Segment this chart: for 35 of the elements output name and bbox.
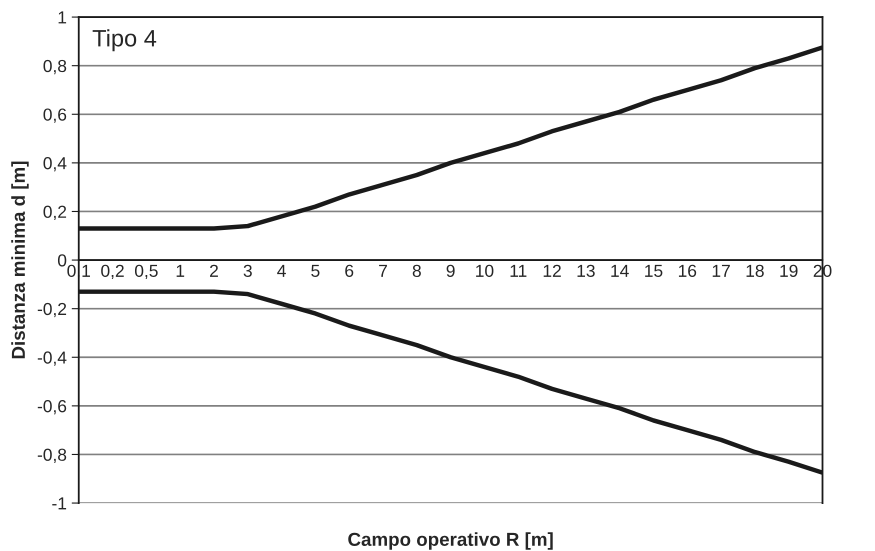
y-tick-label: -0,8 xyxy=(38,448,66,463)
x-tick-label: 14 xyxy=(611,264,629,277)
y-tick-label: -0,2 xyxy=(38,302,66,318)
y-axis-title: Distanza minima d [m] xyxy=(11,162,29,358)
x-tick-label: 18 xyxy=(746,264,764,277)
y-tick-label: -0,4 xyxy=(38,351,66,366)
y-tick-label: 0,6 xyxy=(43,108,66,123)
x-tick-label: 16 xyxy=(678,264,696,277)
annotation: Tipo 4 xyxy=(92,29,156,52)
x-tick-label: 13 xyxy=(578,264,595,277)
x-tick-label: 6 xyxy=(345,264,354,277)
x-tick-label: 15 xyxy=(645,264,662,277)
x-axis-title: Campo operativo R [m] xyxy=(348,532,553,550)
x-tick-label: 19 xyxy=(780,264,798,277)
x-tick-label: 10 xyxy=(476,264,494,277)
y-tick-label: 1 xyxy=(58,11,66,24)
x-tick-label: 2 xyxy=(210,264,218,277)
y-tick-label: 0 xyxy=(58,254,66,267)
x-tick-label: 7 xyxy=(379,264,387,277)
x-tick-label: 8 xyxy=(412,264,421,277)
x-tick-label: 5 xyxy=(311,264,320,277)
y-tick-label: 0,2 xyxy=(43,206,66,220)
x-tick-label: 3 xyxy=(244,264,252,277)
x-tick-label: 11 xyxy=(510,264,526,277)
x-tick-label: 9 xyxy=(446,264,455,277)
x-tick-label: 12 xyxy=(544,264,561,277)
y-tick-label: -1 xyxy=(52,497,66,510)
x-tick-label: 17 xyxy=(712,264,730,277)
y-tick-label: -0,6 xyxy=(38,400,66,414)
x-tick-label: 0,2 xyxy=(101,264,124,280)
x-tick-label: 0,5 xyxy=(134,264,158,280)
y-tick-label: 0,8 xyxy=(43,60,66,74)
x-tick-label: 1 xyxy=(176,264,184,277)
y-tick-label: 0,4 xyxy=(43,157,66,172)
x-tick-label: 4 xyxy=(277,264,286,277)
